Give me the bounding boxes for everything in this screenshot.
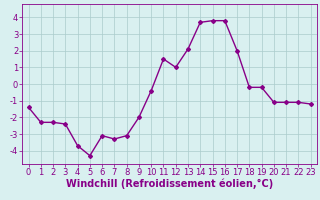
X-axis label: Windchill (Refroidissement éolien,°C): Windchill (Refroidissement éolien,°C): [66, 179, 273, 189]
